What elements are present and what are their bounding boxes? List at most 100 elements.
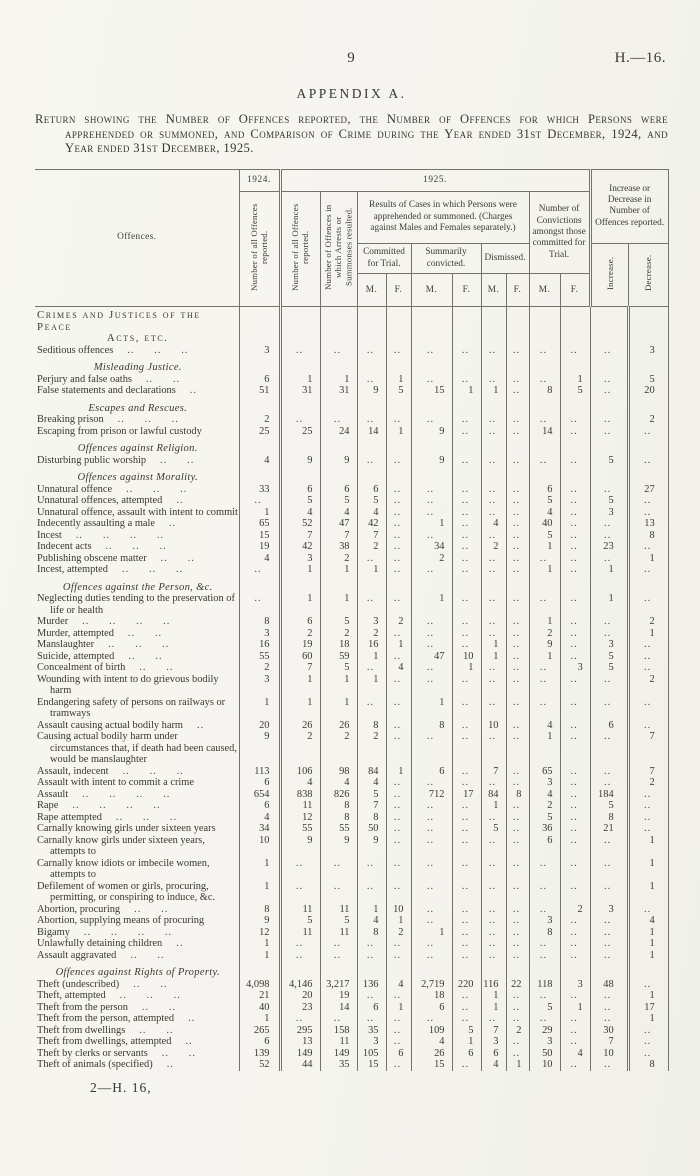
value-cell: 11 [278,800,320,812]
empty-cell [238,306,280,345]
value-cell: 5 [356,788,386,801]
value-cell: 3 [480,1036,506,1048]
value-cell: .. [480,344,506,357]
offence-label: Causing actual bodily harm under circums… [37,731,237,766]
empty-cell [385,961,411,979]
value-cell: 12 [238,926,280,939]
value-cell: 1 [626,990,669,1002]
value-cell: .. [626,506,669,519]
value-cell: 6 [238,777,280,789]
value-cell: 10 [238,834,280,858]
empty-cell [278,396,320,415]
value-cell: .. [480,552,506,565]
value-cell: 7 [480,765,506,778]
empty-cell [480,575,506,594]
value-cell: 1 [410,593,452,617]
table-row: Rape attempted...... 4 12 8 8.......... 5.. 8.… [35,811,669,824]
value-cell: .. [385,414,411,426]
value-cell: 5 [589,495,629,507]
table-row: Theft from dwellings, attempted.. 6 13 11 3.… [35,1036,669,1048]
value-cell: .. [451,344,481,357]
value-cell: 84 [356,765,386,778]
value-cell: .. [385,495,411,507]
table-row: False statements and declarations.. 51 31 3… [35,385,669,397]
value-cell: .. [451,425,481,438]
value-cell: .. [480,529,506,542]
subsection-heading: Offences against Morality. [77,472,198,484]
value-cell: 4 [356,915,386,927]
empty-cell [559,356,591,374]
empty-cell [589,575,629,594]
value-cell: 6 [451,1047,481,1060]
value-cell: 23 [589,541,629,553]
value-cell: .. [626,454,669,467]
value-cell: 5 [319,915,357,927]
value-cell: .. [626,593,669,617]
value-cell: 1 [238,938,280,950]
value-cell: 1 [480,990,506,1002]
value-cell: .. [505,593,529,617]
value-cell: .. [480,1013,506,1025]
page-number: 9 [347,50,356,66]
value-cell: 26 [278,719,320,732]
value-cell: .. [559,1024,591,1037]
value-cell: 1 [278,373,320,386]
value-cell: .. [480,506,506,519]
value-cell: 11 [319,903,357,916]
table-row: Breaking prison...... 2..................… [35,414,669,426]
value-cell: .. [356,373,386,386]
value-cell: 1 [410,518,452,530]
value-cell: .. [480,731,506,766]
offence-label: Murder........ [37,616,171,628]
value-cell: .. [505,454,529,467]
col-header-arrests-summonses: Number of Offences in which Arrests or S… [319,191,357,308]
value-cell: 4 [528,719,560,732]
value-cell: .. [385,506,411,519]
value-cell: .. [505,506,529,519]
value-cell: .. [451,857,481,881]
value-cell: 1 [278,564,320,576]
value-cell: 4,098 [238,978,280,991]
value-cell: 6 [319,483,357,496]
value-cell: 5 [589,800,629,812]
value-cell: .. [559,518,591,530]
empty-cell [238,356,280,374]
value-cell: .. [480,915,506,927]
value-cell: 6 [480,1047,506,1060]
value-cell: 7 [626,731,669,766]
value-cell: .. [238,564,280,576]
col-header-summarily-convicted: Summarily convicted. [410,243,481,275]
col-header-offences-reported-1924: Number of all Offences reported. [238,191,280,308]
value-cell: 4 [528,506,560,519]
value-cell: 6 [238,1036,280,1048]
table-row: Unlawfully detaining children.. 1........… [35,938,669,950]
value-cell: 50 [356,823,386,835]
value-cell: 1 [356,673,386,697]
value-cell: .. [559,765,591,778]
empty-cell [559,466,591,484]
empty-cell [505,306,529,345]
table-row: Carnally know idiots or imbecile women, … [35,857,669,881]
empty-cell [626,437,669,455]
value-cell: 9 [319,454,357,467]
value-cell: .. [559,1036,591,1048]
value-cell: 1 [356,903,386,916]
value-cell: .. [528,949,560,962]
table-row: Defilement of women or girls, procuring,… [35,880,669,904]
value-cell: .. [385,1024,411,1037]
empty-cell [528,466,560,484]
offence-label: Rape attempted...... [37,811,178,823]
col-header-summarily-male: M. [410,273,452,308]
col-header-offences: Offences. [35,169,240,308]
offence-label: Unlawfully detaining children.. [37,938,184,950]
value-cell: 6 [410,765,452,778]
value-cell: .. [505,719,529,732]
empty-cell [238,437,280,455]
value-cell: .. [480,880,506,904]
value-cell: .. [626,903,669,916]
value-cell: .. [410,823,452,835]
empty-cell [626,396,669,415]
value-cell: .. [505,915,529,927]
value-cell: 1 [626,627,669,640]
value-cell: .. [559,811,591,824]
